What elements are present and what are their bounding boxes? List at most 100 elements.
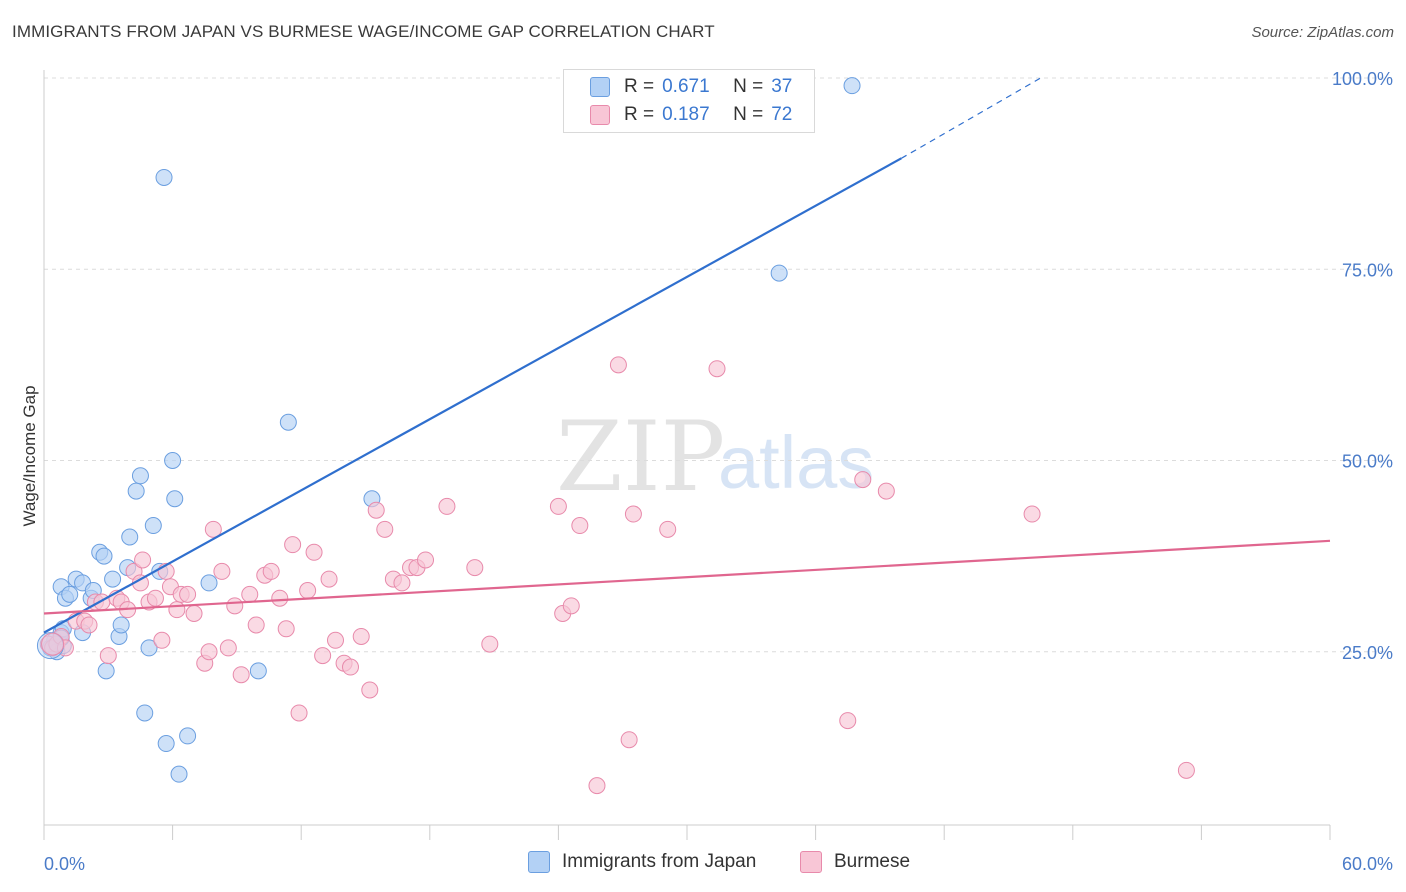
point-burmese xyxy=(659,520,677,538)
point-burmese xyxy=(232,666,250,684)
point-burmese xyxy=(185,605,203,622)
point-burmese xyxy=(1177,761,1195,779)
point-burmese xyxy=(179,585,197,603)
bottom-legend-burmese: Burmese xyxy=(800,851,910,873)
point-japan xyxy=(170,765,188,783)
point-burmese xyxy=(620,731,638,749)
point-japan xyxy=(770,264,788,282)
chart-source: Source: ZipAtlas.com xyxy=(1251,24,1394,41)
x-tick-label: 60.0% xyxy=(1342,854,1393,874)
point-japan xyxy=(279,413,297,431)
legend-row-japan: R = 0.671 N = 37 xyxy=(564,74,792,100)
point-burmese xyxy=(247,616,265,634)
point-burmese xyxy=(877,482,895,500)
point-burmese xyxy=(367,501,385,519)
bottom-legend: Immigrants from Japan Burmese xyxy=(0,851,1406,879)
legend: R = 0.671 N = 37 R = 0.187 N = 72 xyxy=(563,69,815,133)
trend-lines xyxy=(43,77,1331,634)
y-axis-label: Wage/Income Gap xyxy=(20,385,39,526)
chart-title: IMMIGRANTS FROM JAPAN VS BURMESE WAGE/IN… xyxy=(12,22,715,41)
point-japan xyxy=(164,452,182,469)
point-burmese xyxy=(168,601,186,619)
legend-swatch-burmese xyxy=(590,105,610,125)
point-burmese xyxy=(708,360,726,378)
point-burmese xyxy=(466,559,484,577)
legend-n-value: 37 xyxy=(771,76,793,97)
trend-line-japan-extension xyxy=(901,77,1041,159)
trend-line-japan xyxy=(43,157,902,634)
point-burmese xyxy=(376,520,394,538)
watermark-atlas: atlas xyxy=(718,421,874,504)
point-burmese xyxy=(624,505,642,523)
point-burmese xyxy=(314,647,332,665)
point-burmese xyxy=(571,517,589,535)
point-burmese xyxy=(839,712,857,730)
point-japan xyxy=(140,639,158,657)
point-burmese xyxy=(326,631,344,649)
point-japan xyxy=(136,704,154,722)
legend-r-label: R = xyxy=(624,76,655,97)
watermark-zip: ZIP xyxy=(556,401,725,513)
point-burmese xyxy=(219,639,237,657)
point-burmese xyxy=(481,635,499,653)
point-burmese xyxy=(146,589,164,607)
point-burmese xyxy=(271,589,289,607)
point-japan xyxy=(121,528,139,546)
legend-r-value: 0.187 xyxy=(662,104,710,125)
y-tick-label: 75.0% xyxy=(1342,260,1393,280)
point-burmese xyxy=(277,620,295,638)
point-japan xyxy=(179,727,197,745)
point-burmese xyxy=(1023,505,1041,523)
point-japan xyxy=(97,662,115,680)
point-burmese xyxy=(854,471,872,489)
point-burmese xyxy=(352,627,370,645)
legend-swatch-japan xyxy=(590,77,610,97)
point-burmese xyxy=(361,681,379,699)
point-japan xyxy=(95,547,113,565)
point-japan xyxy=(104,570,122,588)
point-japan xyxy=(155,168,173,186)
point-burmese xyxy=(417,551,435,569)
point-japan xyxy=(249,662,267,680)
point-japan xyxy=(144,517,162,535)
grid xyxy=(44,77,1392,653)
point-burmese xyxy=(226,597,244,615)
point-japan xyxy=(127,482,145,500)
point-burmese xyxy=(41,632,65,656)
legend-n-label: N = xyxy=(733,76,764,97)
point-japan xyxy=(112,616,130,634)
point-japan xyxy=(61,585,79,603)
point-burmese xyxy=(213,562,231,580)
y-tick-label: 25.0% xyxy=(1342,643,1393,663)
point-burmese xyxy=(549,497,567,515)
tick-labels: 25.0% 50.0% 75.0% 100.0% 0.0% 60.0% xyxy=(44,69,1393,874)
trend-line-burmese xyxy=(43,539,1331,615)
point-burmese xyxy=(320,570,338,588)
point-burmese xyxy=(153,631,171,649)
point-burmese xyxy=(134,551,152,569)
point-burmese xyxy=(290,704,308,722)
point-burmese xyxy=(99,647,117,665)
point-burmese xyxy=(299,582,317,600)
legend-row-burmese: R = 0.187 N = 72 xyxy=(564,102,792,128)
point-burmese xyxy=(241,585,259,603)
point-burmese xyxy=(284,536,302,554)
point-burmese xyxy=(204,520,222,538)
point-burmese xyxy=(588,777,606,795)
watermark: ZIP atlas xyxy=(556,401,874,513)
point-burmese xyxy=(438,497,456,515)
point-japan xyxy=(131,467,149,485)
legend-r-label: R = xyxy=(624,104,655,125)
point-burmese xyxy=(341,658,359,676)
legend-r-value: 0.671 xyxy=(662,76,710,97)
point-burmese xyxy=(562,597,580,615)
point-burmese xyxy=(200,643,218,661)
x-tick-label: 0.0% xyxy=(44,854,85,874)
bottom-legend-japan: Immigrants from Japan xyxy=(528,851,756,873)
y-tick-label: 50.0% xyxy=(1342,452,1393,472)
legend-n-value: 72 xyxy=(771,104,793,125)
point-japan xyxy=(200,574,218,592)
y-tick-label: 100.0% xyxy=(1332,69,1393,89)
point-burmese xyxy=(80,616,98,634)
